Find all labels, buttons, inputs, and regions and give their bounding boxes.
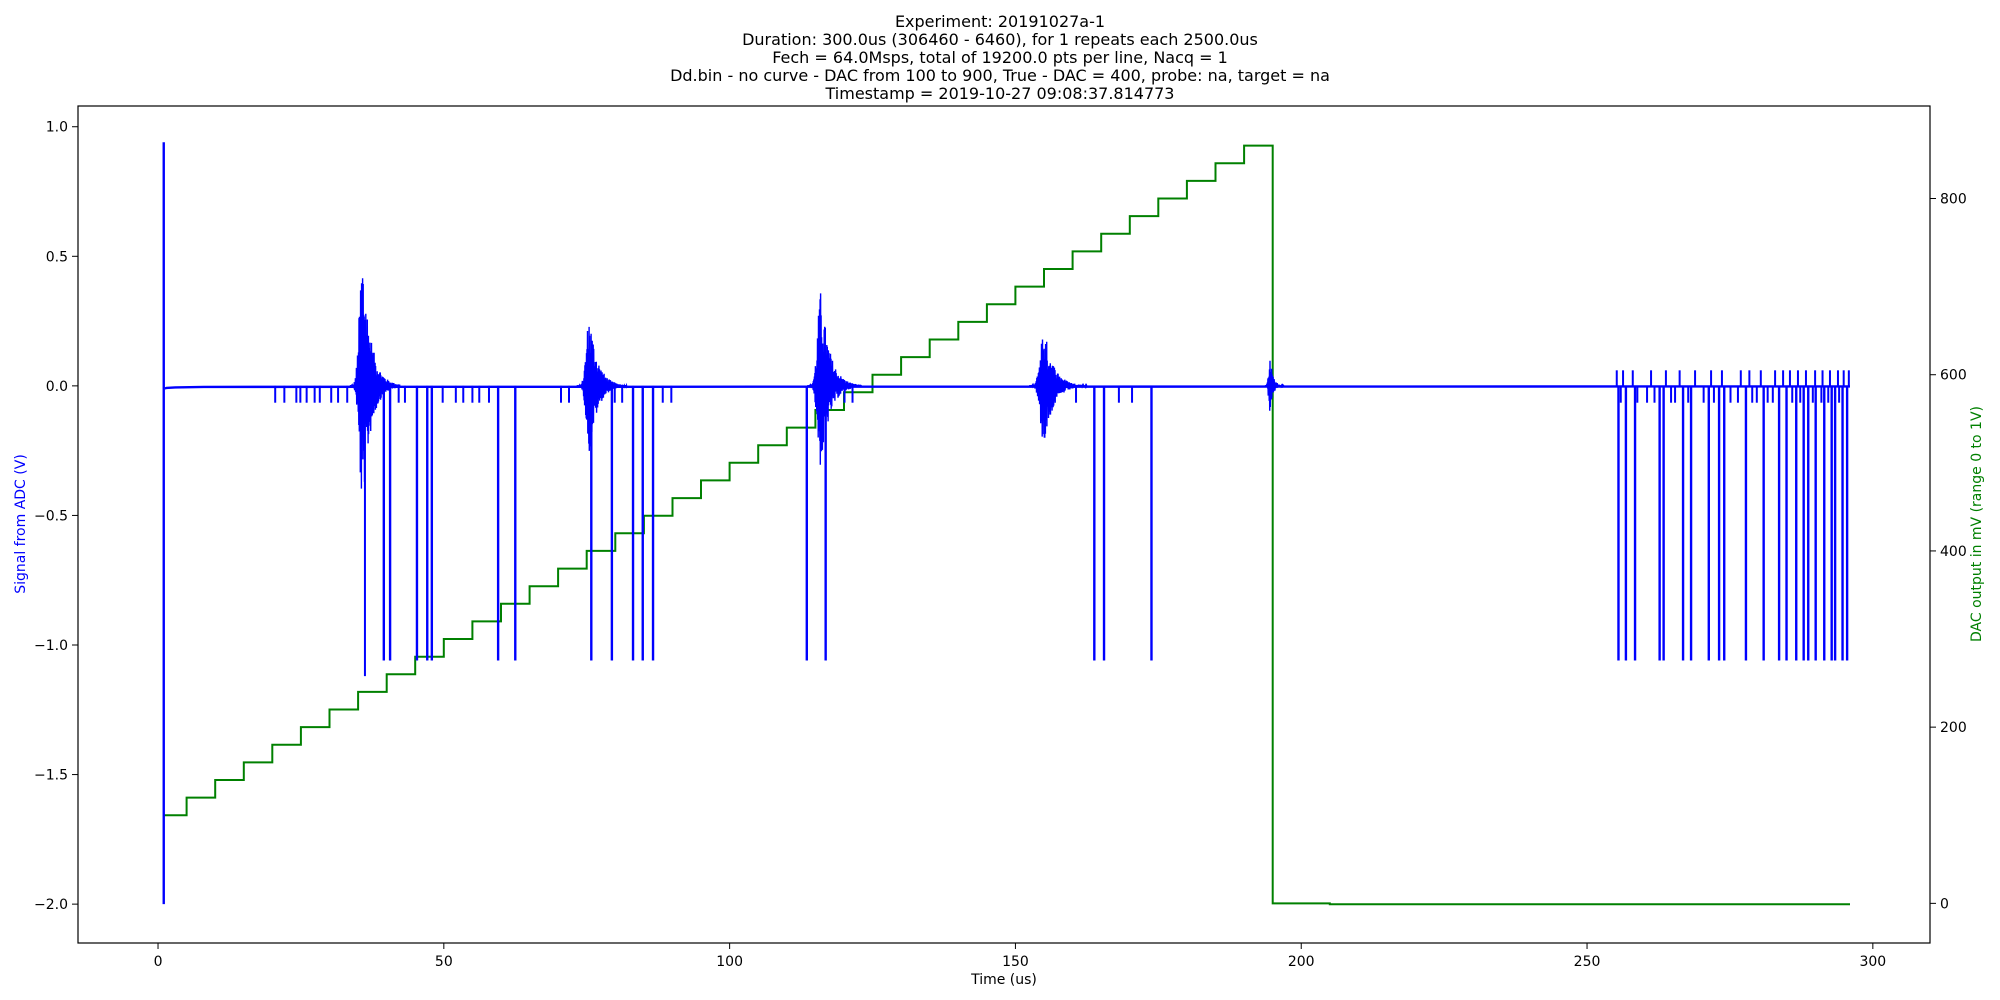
adc-echo-burst	[576, 326, 628, 451]
x-tick-label: 100	[716, 954, 743, 970]
x-tick-label: 150	[1002, 954, 1029, 970]
axes-frame	[77, 105, 1931, 944]
right-y-tick-label: 200	[1940, 720, 1967, 736]
left-y-axis-label: Signal from ADC (V)	[13, 454, 29, 594]
left-y-tick-label: −0.5	[34, 508, 68, 524]
x-tick-label: 250	[1574, 954, 1601, 970]
x-tick-label: 200	[1288, 954, 1315, 970]
left-y-tick-label: −1.5	[34, 768, 68, 784]
title-line-duration: Duration: 300.0us (306460 - 6460), for 1…	[742, 30, 1258, 49]
chart-title: Experiment: 20191027a-1 Duration: 300.0u…	[670, 12, 1330, 103]
title-line-experiment: Experiment: 20191027a-1	[895, 12, 1105, 31]
left-y-tick-label: −2.0	[34, 897, 68, 913]
left-y-axis-ticks: 1.0 0.5 0.0 −0.5 −1.0 −1.5 −2.0	[34, 120, 78, 913]
x-tick-label: 0	[154, 954, 163, 970]
x-axis-ticks: 0 50 100 150 200 250 300	[154, 943, 1886, 970]
right-y-tick-label: 400	[1940, 544, 1967, 560]
right-y-axis-label: DAC output in mV (range 0 to 1V)	[1969, 406, 1985, 642]
plot-area	[162, 142, 1851, 906]
left-y-tick-label: 0.0	[46, 379, 68, 395]
title-line-sampling: Fech = 64.0Msps, total of 19200.0 pts pe…	[772, 48, 1228, 67]
title-line-file-info: Dd.bin - no curve - DAC from 100 to 900,…	[670, 66, 1330, 85]
title-line-timestamp: Timestamp = 2019-10-27 09:08:37.814773	[825, 84, 1175, 103]
x-axis-label: Time (us)	[970, 972, 1037, 988]
right-y-tick-label: 800	[1940, 192, 1967, 208]
left-y-tick-label: −1.0	[34, 638, 68, 654]
adc-echo-burst	[1264, 360, 1285, 411]
adc-baseline-line	[164, 385, 1851, 390]
right-y-tick-label: 600	[1940, 368, 1967, 384]
right-y-axis-ticks: 800 600 400 200 0	[1930, 192, 1967, 912]
dac-output-step-line	[163, 144, 1850, 906]
x-tick-label: 300	[1859, 954, 1886, 970]
right-y-tick-label: 0	[1940, 896, 1949, 912]
left-y-tick-label: 0.5	[46, 249, 68, 265]
x-tick-label: 50	[435, 954, 453, 970]
dac-series-layer	[163, 144, 1850, 906]
adc-echo-burst	[349, 278, 401, 489]
left-y-tick-label: 1.0	[46, 120, 68, 136]
adc-signal-series-layer	[162, 142, 1851, 905]
adc-echo-burst	[1028, 339, 1088, 438]
